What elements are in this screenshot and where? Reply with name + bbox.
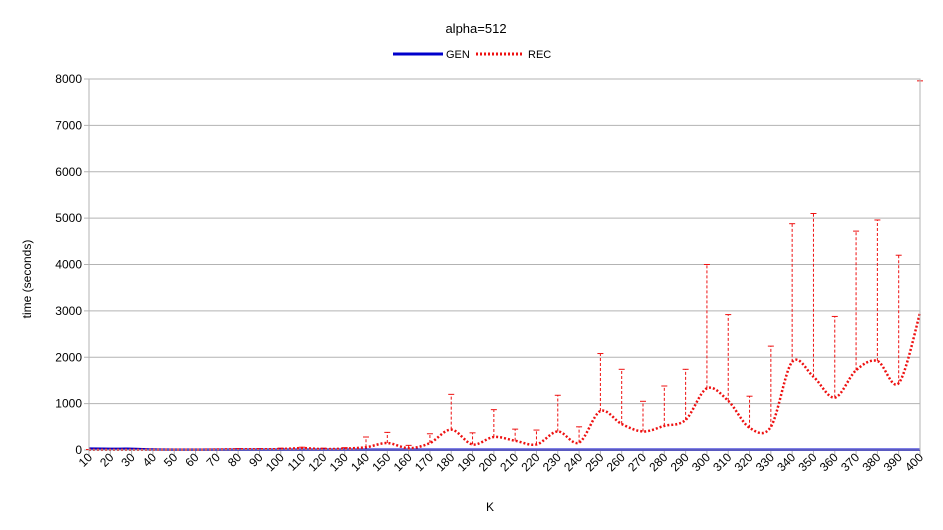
xtick-label-60: 60 <box>182 450 202 470</box>
series-line-rec <box>89 312 922 452</box>
xtick-label-390: 390 <box>881 450 905 474</box>
xtick-label-340: 340 <box>774 450 798 474</box>
plot-area-border <box>88 78 921 451</box>
ytick-label-3000: 3000 <box>55 304 82 318</box>
xtick-label-320: 320 <box>732 450 756 474</box>
y-axis-ticks: 0 1000 2000 3000 4000 5000 6000 7000 8000 <box>55 72 89 457</box>
xtick-label-360: 360 <box>817 450 841 474</box>
gridlines <box>89 78 920 451</box>
xtick-label-130: 130 <box>327 450 351 474</box>
xtick-label-400: 400 <box>902 450 926 474</box>
x-axis-label: K <box>486 500 494 514</box>
xtick-label-180: 180 <box>433 450 457 474</box>
xtick-label-290: 290 <box>668 450 692 474</box>
xtick-label-170: 170 <box>412 450 436 474</box>
xtick-label-190: 190 <box>455 450 479 474</box>
ytick-label-5000: 5000 <box>55 211 82 225</box>
xtick-label-220: 220 <box>519 450 543 474</box>
xtick-label-330: 330 <box>753 450 777 474</box>
xtick-label-140: 140 <box>348 450 372 474</box>
xtick-label-310: 310 <box>710 450 734 474</box>
xtick-label-210: 210 <box>497 450 521 474</box>
xtick-label-200: 200 <box>476 450 500 474</box>
legend-gen-label: GEN <box>446 49 470 61</box>
x-axis-ticks: 10 20 30 40 50 60 70 80 901001101201301401501601… <box>76 450 927 474</box>
ytick-label-8000: 8000 <box>55 72 82 86</box>
xtick-label-240: 240 <box>561 450 585 474</box>
xtick-label-230: 230 <box>540 450 564 474</box>
xtick-label-120: 120 <box>305 450 329 474</box>
xtick-label-70: 70 <box>204 450 224 470</box>
legend-rec-label: REC <box>528 49 551 61</box>
ytick-label-1000: 1000 <box>55 397 82 411</box>
xtick-label-280: 280 <box>646 450 670 474</box>
chart-title: alpha=512 <box>445 21 506 36</box>
xtick-label-380: 380 <box>859 450 883 474</box>
ytick-label-6000: 6000 <box>55 165 82 179</box>
xtick-label-80: 80 <box>225 450 245 470</box>
xtick-label-300: 300 <box>689 450 713 474</box>
rec-error-bars <box>86 80 923 451</box>
xtick-label-50: 50 <box>161 450 181 470</box>
xtick-label-30: 30 <box>118 450 138 470</box>
xtick-label-350: 350 <box>796 450 820 474</box>
ytick-label-7000: 7000 <box>55 118 82 132</box>
ytick-label-2000: 2000 <box>55 350 82 364</box>
xtick-label-150: 150 <box>369 450 393 474</box>
ytick-label-0: 0 <box>75 443 82 457</box>
series-lines <box>88 312 922 452</box>
xtick-label-90: 90 <box>246 450 266 470</box>
xtick-label-370: 370 <box>838 450 862 474</box>
ytick-label-4000: 4000 <box>55 258 82 272</box>
xtick-label-250: 250 <box>582 450 606 474</box>
legend: GEN REC <box>393 49 551 61</box>
xtick-label-100: 100 <box>263 450 287 474</box>
xtick-label-160: 160 <box>391 450 415 474</box>
xtick-label-40: 40 <box>140 450 160 470</box>
xtick-label-110: 110 <box>285 450 309 474</box>
xtick-label-20: 20 <box>97 450 117 470</box>
xtick-label-260: 260 <box>604 450 628 474</box>
y-axis-label: time (seconds) <box>20 240 34 319</box>
xtick-label-270: 270 <box>625 450 649 474</box>
